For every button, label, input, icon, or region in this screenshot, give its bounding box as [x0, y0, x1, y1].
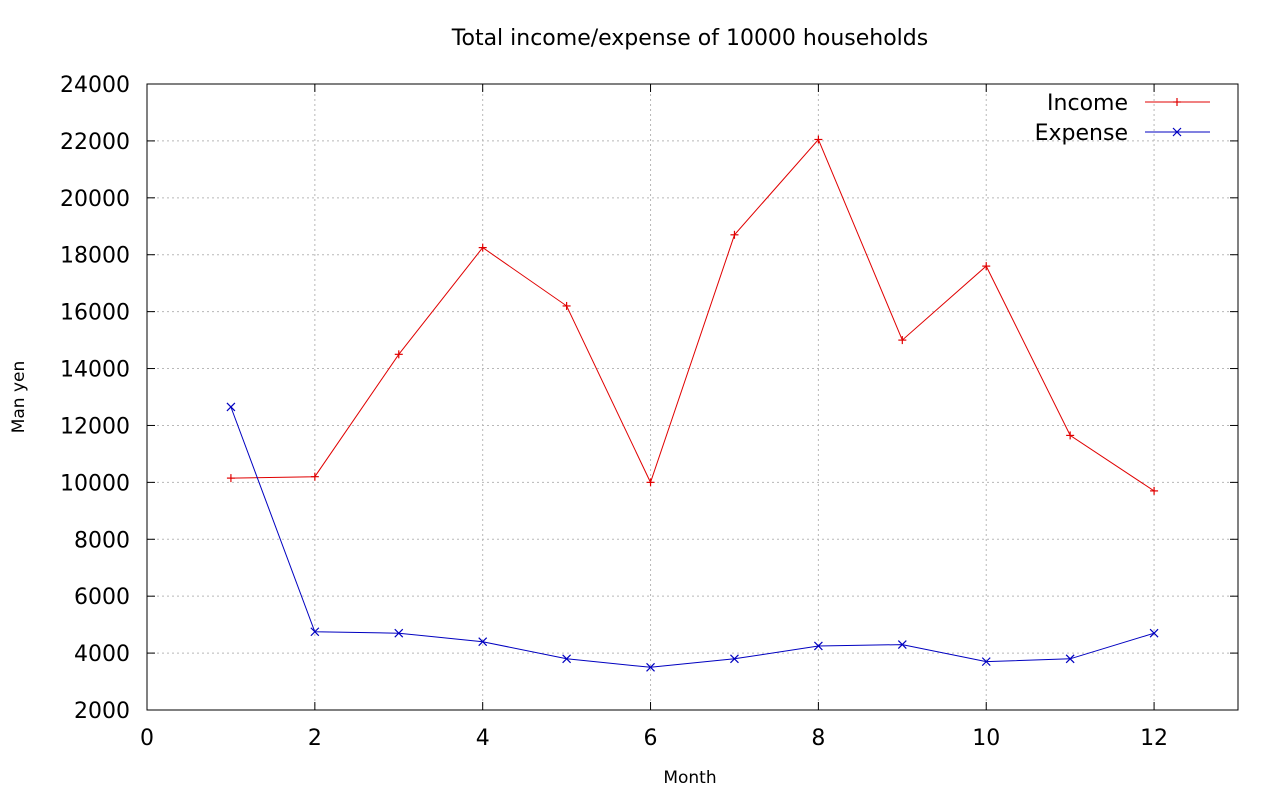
y-tick-label: 20000 — [60, 187, 130, 212]
y-tick-label: 14000 — [60, 358, 130, 383]
expense-data-point — [394, 628, 404, 638]
expense-data-point — [478, 637, 488, 647]
income-series-line — [230, 138, 1155, 492]
series-layer — [226, 135, 1159, 672]
income-data-point — [814, 135, 823, 144]
x-tick-label: 8 — [811, 726, 825, 751]
x-tick-label: 12 — [1140, 726, 1168, 751]
legend-marker-expense — [1172, 127, 1182, 137]
expense-data-point — [226, 402, 236, 412]
expense-data-point — [562, 654, 572, 664]
expense-data-point — [813, 641, 823, 651]
income-data-point — [646, 478, 655, 487]
expense-data-point — [1149, 628, 1159, 638]
y-tick-label: 6000 — [74, 585, 130, 610]
plot-frame — [146, 83, 1239, 711]
legend-marker-income — [1173, 98, 1181, 106]
income-data-point — [730, 230, 739, 239]
income-data-point — [394, 350, 403, 359]
y-axis-label: Man yen — [9, 361, 29, 434]
grid — [147, 84, 1238, 710]
legend-label-expense: Expense — [1035, 121, 1128, 146]
y-tick-label: 18000 — [60, 244, 130, 269]
expense-data-point — [1065, 654, 1075, 664]
x-axis-label: Month — [663, 768, 716, 788]
axis-ticks: 2000 4000 6000 8000 10000 12000 14000 16000 1800… — [60, 73, 1238, 751]
y-tick-label: 2000 — [74, 699, 130, 724]
income-data-point — [562, 301, 571, 310]
income-data-point — [982, 262, 991, 271]
income-data-point — [310, 472, 319, 481]
income-data-point — [1066, 431, 1075, 440]
income-data-point — [898, 336, 907, 345]
y-tick-label: 16000 — [60, 301, 130, 326]
y-tick-label: 10000 — [60, 471, 130, 496]
x-tick-label: 10 — [972, 726, 1000, 751]
chart-title: Total income/expense of 10000 households — [451, 26, 928, 51]
expense-data-point — [730, 654, 739, 664]
y-tick-label: 8000 — [74, 528, 130, 553]
expense-data-point — [310, 627, 320, 637]
y-tick-label: 22000 — [60, 130, 130, 155]
y-tick-label: 12000 — [60, 414, 130, 439]
income-data-point — [478, 243, 487, 252]
legend: Income Expense — [1035, 91, 1210, 146]
income-data-point — [226, 474, 235, 483]
x-tick-label: 4 — [476, 726, 490, 751]
expense-data-point — [646, 662, 655, 672]
x-tick-label: 6 — [644, 726, 658, 751]
income-data-point — [1150, 486, 1159, 495]
y-tick-label: 4000 — [74, 642, 130, 667]
y-tick-label: 24000 — [60, 73, 130, 98]
expense-data-point — [981, 657, 991, 667]
expense-series-line — [230, 406, 1155, 668]
expense-data-point — [897, 640, 907, 649]
x-tick-label: 2 — [308, 726, 322, 751]
legend-label-income: Income — [1047, 91, 1128, 116]
x-tick-label: 0 — [140, 726, 154, 751]
